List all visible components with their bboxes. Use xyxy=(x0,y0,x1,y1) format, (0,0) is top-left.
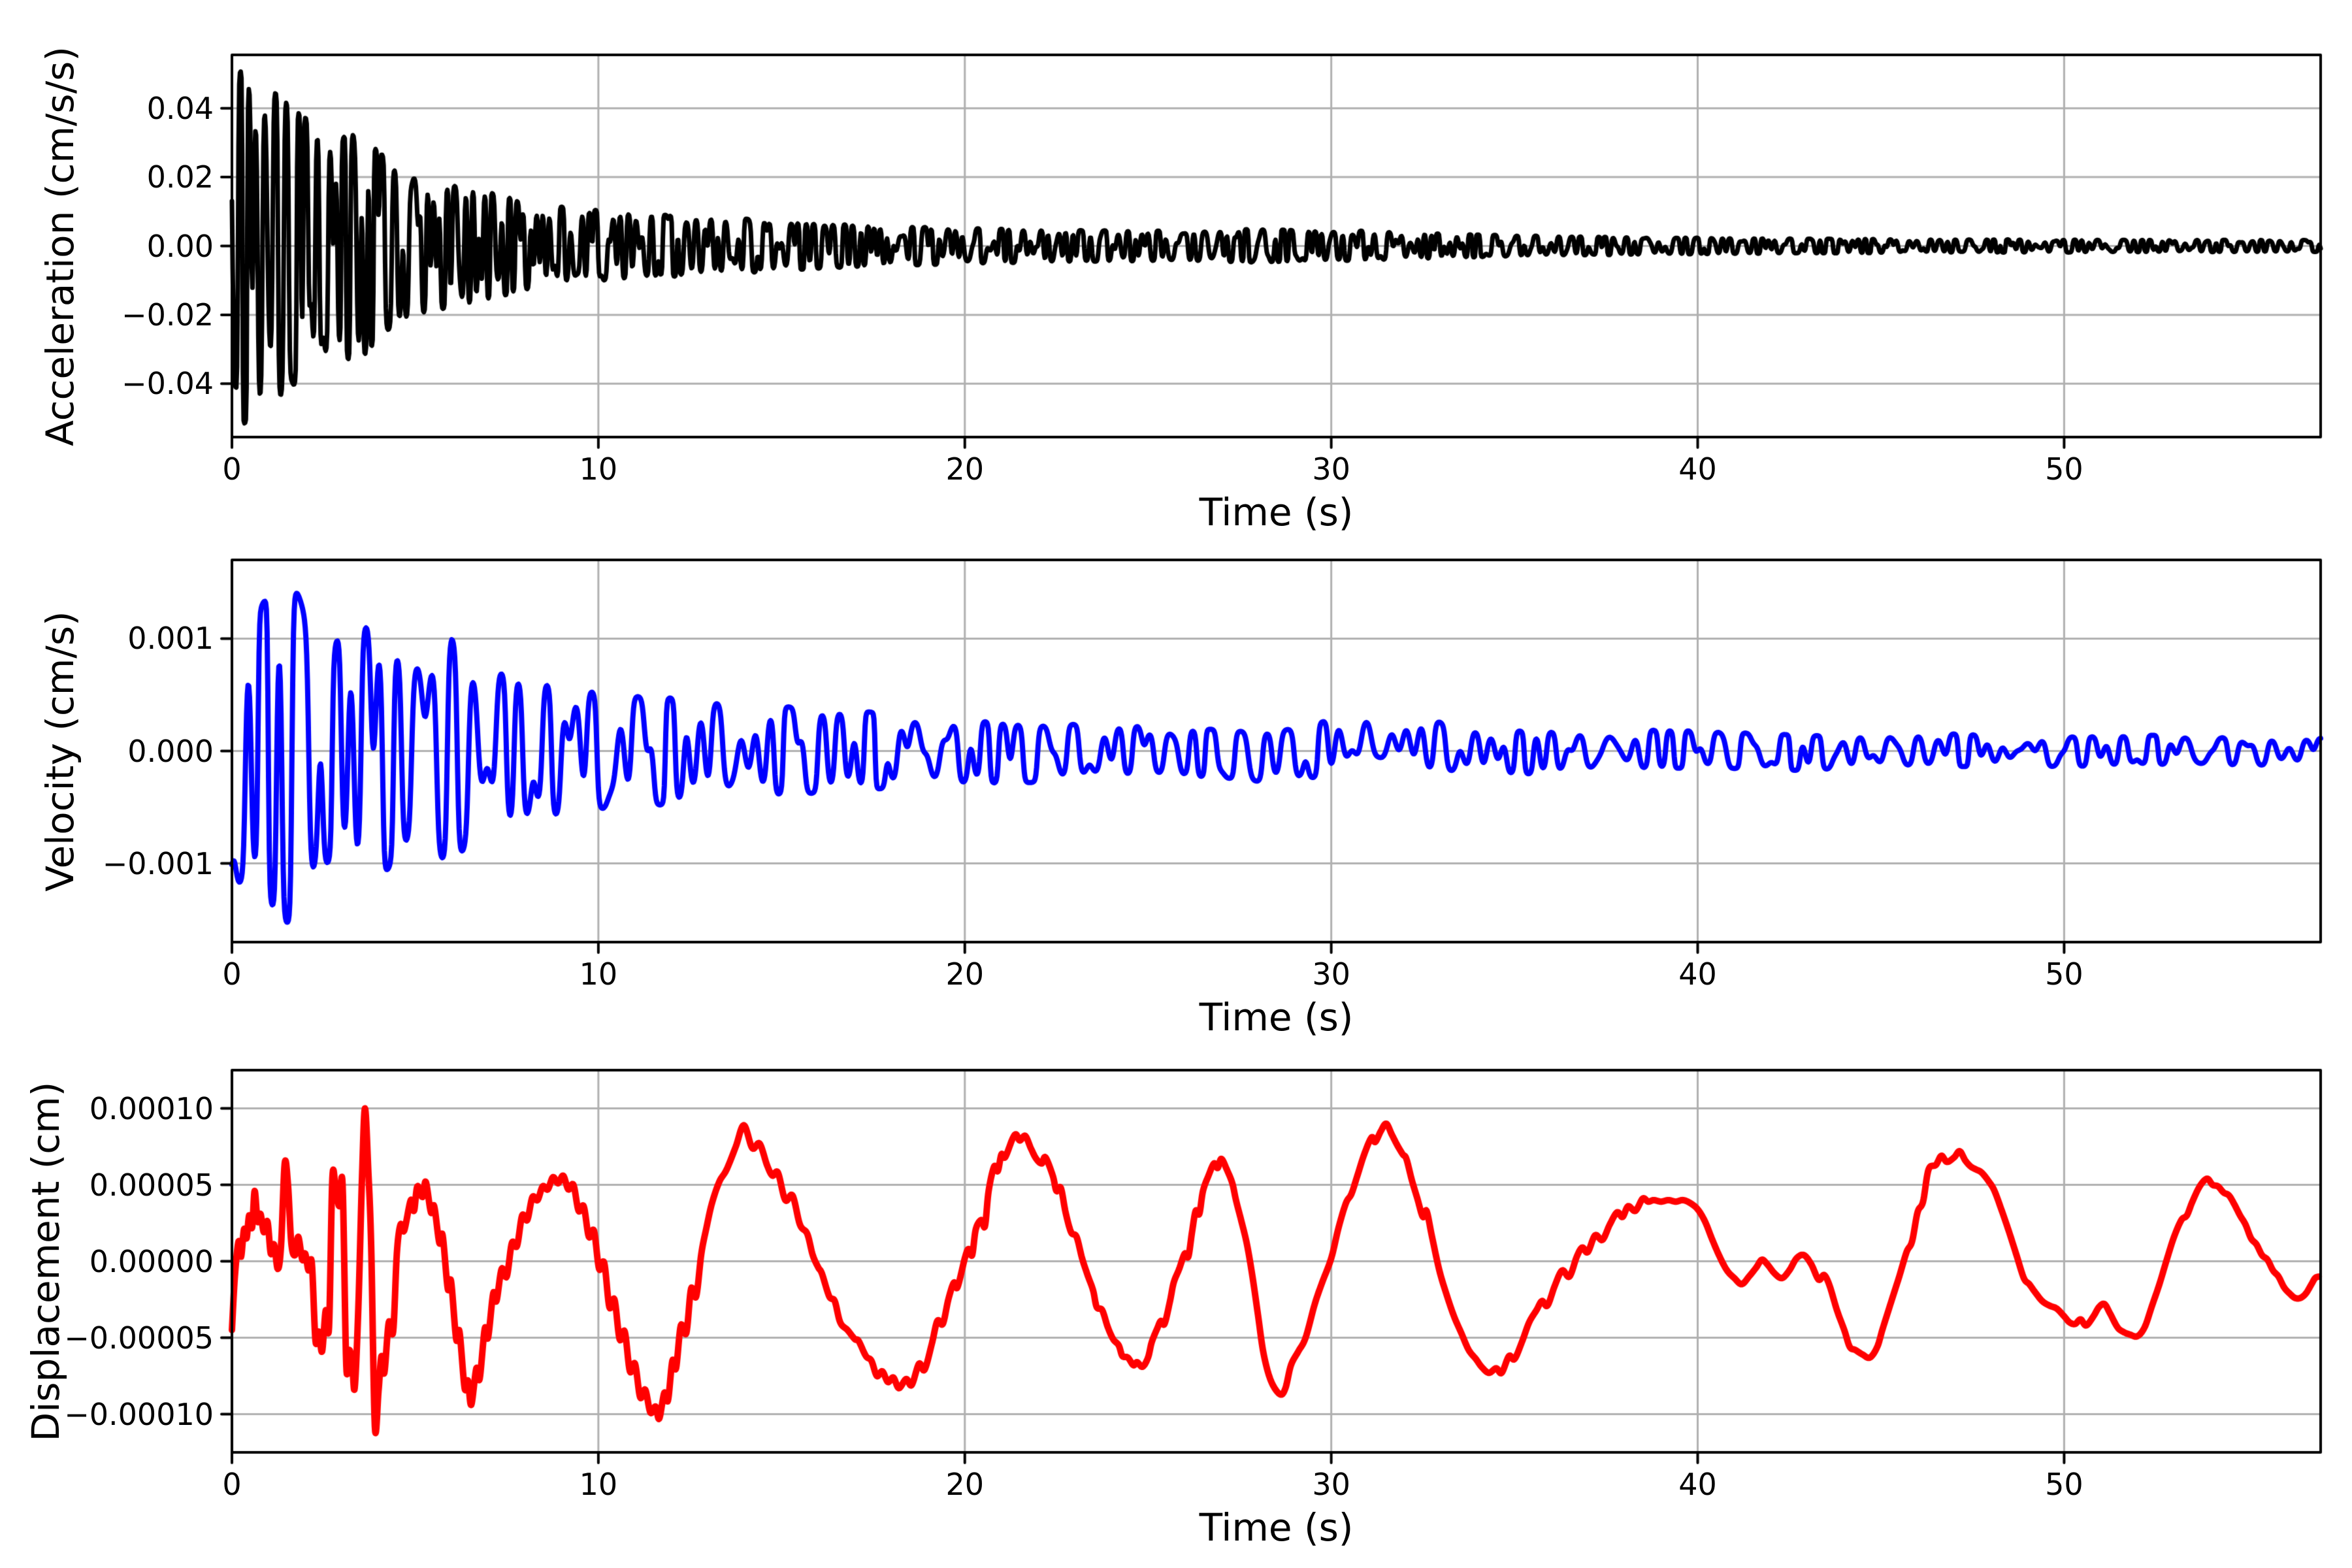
displacement-x-tick-label: 20 xyxy=(945,1467,985,1502)
displacement-y-tick-label: 0.00010 xyxy=(89,1090,214,1126)
displacement-x-axis-label: Time (s) xyxy=(1199,1505,1354,1550)
displacement-x-tick-label: 30 xyxy=(1312,1467,1350,1502)
velocity-x-axis-label: Time (s) xyxy=(1199,995,1354,1039)
acceleration-y-tick-label: 0.00 xyxy=(146,228,214,264)
acceleration-y-tick-label: −0.04 xyxy=(122,366,214,402)
acceleration-x-tick-label: 30 xyxy=(1312,451,1350,487)
velocity-y-tick-label: 0.000 xyxy=(127,733,214,769)
velocity-x-tick-label: 40 xyxy=(1678,956,1717,992)
acceleration-x-tick-label: 40 xyxy=(1678,451,1717,487)
acceleration-y-tick-label: 0.02 xyxy=(146,159,214,195)
velocity-x-tick-label: 0 xyxy=(222,956,242,992)
displacement-x-tick-label: 50 xyxy=(2045,1467,2083,1502)
velocity-panel xyxy=(232,560,2321,942)
velocity-x-tick-label: 10 xyxy=(579,956,618,992)
displacement-x-tick-label: 40 xyxy=(1678,1467,1717,1502)
acceleration-x-axis-label: Time (s) xyxy=(1199,490,1354,534)
acceleration-panel xyxy=(232,55,2321,437)
velocity-y-axis-label: Velocity (cm/s) xyxy=(38,610,82,892)
displacement-x-tick-label: 10 xyxy=(579,1467,618,1502)
velocity-y-tick-label: −0.001 xyxy=(102,845,214,881)
acceleration-x-tick-label: 0 xyxy=(222,451,242,487)
velocity-x-tick-label: 30 xyxy=(1312,956,1350,992)
acceleration-x-tick-label: 10 xyxy=(579,451,618,487)
displacement-y-tick-label: 0.00000 xyxy=(89,1243,214,1279)
velocity-y-tick-label: 0.001 xyxy=(127,621,214,657)
velocity-x-tick-label: 50 xyxy=(2045,956,2083,992)
displacement-y-axis-label: Displacement (cm) xyxy=(24,1081,68,1441)
velocity-x-tick-label: 20 xyxy=(945,956,985,992)
displacement-y-tick-label: −0.00010 xyxy=(64,1396,214,1432)
acceleration-y-tick-label: 0.04 xyxy=(146,90,214,126)
displacement-x-tick-label: 0 xyxy=(222,1467,242,1502)
acceleration-x-tick-label: 50 xyxy=(2045,451,2083,487)
acceleration-x-tick-label: 20 xyxy=(945,451,985,487)
displacement-y-tick-label: −0.00005 xyxy=(64,1320,214,1356)
displacement-y-tick-label: 0.00005 xyxy=(89,1167,214,1203)
acceleration-y-axis-label: Acceleration (cm/s/s) xyxy=(38,46,82,446)
acceleration-y-tick-label: −0.02 xyxy=(122,297,214,333)
displacement-panel xyxy=(232,1070,2321,1452)
